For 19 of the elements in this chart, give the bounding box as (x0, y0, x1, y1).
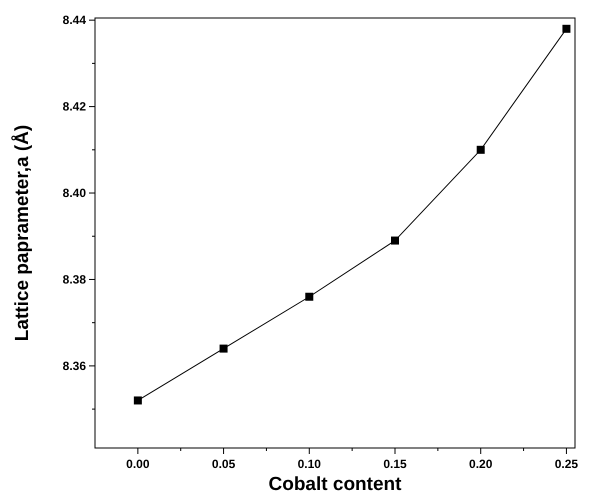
x-tick-label: 0.00 (126, 457, 150, 471)
point (562, 24, 570, 33)
y-tick-label: 8.36 (62, 358, 86, 373)
y-tick-label: 8.38 (62, 272, 86, 286)
y-tick-label: 8.44 (62, 13, 86, 28)
x-axis-title: Cobalt content (268, 474, 402, 495)
point (305, 292, 314, 301)
point (134, 396, 142, 404)
y-axis-title: Lattice paprameter,a (Å) (11, 124, 33, 342)
x-tick-label: 0.20 (469, 457, 493, 471)
x-tick-label: 0.05 (212, 457, 236, 471)
x-tick-label: 0.10 (298, 457, 322, 471)
point (476, 146, 485, 154)
x-tick-label: 0.25 (554, 457, 578, 471)
point (391, 236, 399, 245)
y-tick-label: 8.42 (62, 100, 86, 114)
point (220, 344, 228, 353)
x-tick-label: 0.15 (383, 457, 407, 471)
y-tick-label: 8.40 (62, 186, 86, 200)
